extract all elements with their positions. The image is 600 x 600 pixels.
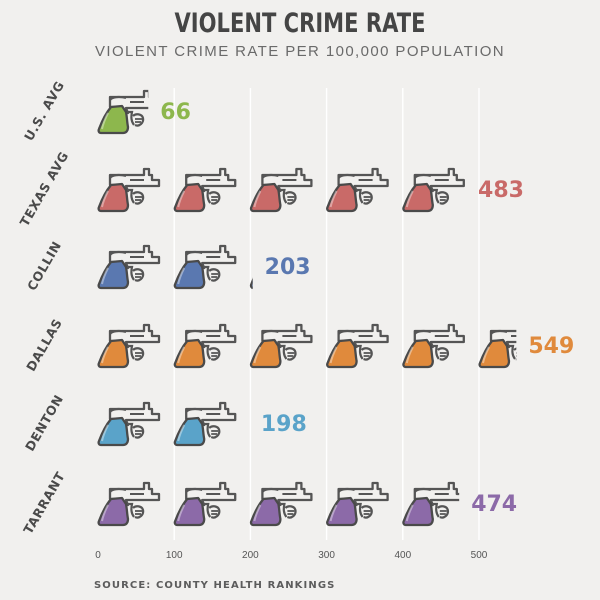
revolver-icon	[249, 167, 313, 213]
revolver-icon	[249, 323, 313, 369]
x-tick-label: 200	[242, 550, 259, 561]
chart-title: VIOLENT CRIME RATE	[174, 8, 426, 39]
category-label: DALLAS	[23, 316, 65, 374]
revolver-icon	[173, 323, 237, 369]
revolver-icon	[97, 167, 161, 213]
revolver-icon	[97, 244, 161, 290]
revolver-icon	[173, 244, 237, 290]
category-label: COLLIN	[24, 238, 64, 293]
bar-tarrant	[97, 481, 460, 527]
value-label: 474	[471, 492, 517, 517]
x-tick-label: 500	[471, 550, 488, 561]
value-label: 198	[261, 412, 307, 437]
revolver-icon	[97, 323, 161, 369]
value-label: 203	[265, 255, 311, 280]
value-label: 549	[528, 334, 574, 359]
revolver-icon	[173, 167, 237, 213]
revolver-icon	[173, 481, 237, 527]
category-label: TEXAS AVG	[17, 149, 72, 229]
revolver-icon	[97, 481, 161, 527]
category-label: TARRANT	[20, 469, 68, 537]
value-label: 483	[478, 178, 524, 203]
revolver-icon	[402, 481, 460, 527]
x-tick-label: 100	[166, 550, 183, 561]
bar-texas-avg	[97, 167, 465, 213]
x-tick-label: 400	[394, 550, 411, 561]
x-tick-label: 0	[95, 550, 101, 561]
category-label: DENTON	[22, 392, 66, 454]
x-tick-label: 300	[318, 550, 335, 561]
revolver-icon	[402, 167, 465, 213]
bar-denton	[97, 401, 237, 447]
revolver-icon	[249, 481, 313, 527]
source-note: SOURCE: COUNTY HEALTH RANKINGS	[94, 580, 336, 591]
chart-subtitle: VIOLENT CRIME RATE PER 100,000 POPULATIO…	[94, 43, 505, 60]
revolver-icon	[97, 401, 161, 447]
revolver-icon	[97, 89, 149, 135]
revolver-icon	[326, 323, 389, 369]
revolver-icon	[326, 481, 389, 527]
revolver-icon	[402, 323, 465, 369]
bar-dallas	[97, 323, 517, 369]
bar-u-s-avg	[97, 89, 149, 135]
revolver-icon	[173, 401, 237, 447]
revolver-icon	[326, 167, 389, 213]
category-label: U.S. AVG	[21, 78, 67, 143]
value-label: 66	[160, 100, 191, 125]
